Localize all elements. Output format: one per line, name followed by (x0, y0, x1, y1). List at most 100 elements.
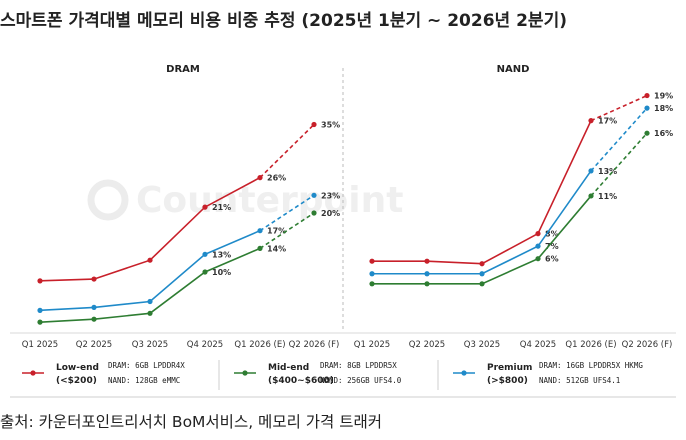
data-point (588, 168, 594, 174)
data-point (202, 269, 208, 275)
series-mid: 6% 11% 16% (369, 129, 673, 287)
data-label: 14% (267, 244, 286, 253)
watermark: Counterpoint (87, 179, 403, 221)
legend-item-low: Low-end (<$200) DRAM: 6GB LPDDR4X NAND: 128… (22, 361, 185, 386)
data-label: 10% (212, 268, 231, 277)
x-tick-label: Q2 2025 (409, 340, 445, 350)
data-point (535, 231, 541, 237)
data-point (588, 193, 594, 199)
legend-nand-spec: NAND: 512GB UFS4.1 (539, 376, 620, 385)
data-point (37, 319, 43, 325)
data-label: 16% (654, 129, 673, 138)
data-point (424, 271, 430, 277)
legend-label: Premium (487, 363, 532, 373)
data-label: 19% (654, 92, 673, 101)
x-tick-label: Q1 2026 (E) (565, 340, 616, 350)
page-title: 스마트폰 가격대별 메모리 비용 비중 추정 (2025년 1분기 ~ 2026… (0, 11, 567, 31)
series-line-solid (372, 195, 592, 285)
panel-title: NAND (497, 64, 530, 75)
series-line-forecast (590, 107, 648, 172)
data-point (535, 243, 541, 249)
x-tick-label: Q4 2025 (187, 340, 223, 350)
data-point (91, 304, 97, 310)
panel-nand: NAND Q1 2025 Q2 2025 Q3 2025 Q4 2025 Q1 2026 … (354, 64, 673, 350)
data-point (369, 281, 375, 287)
source-note: 출처: 카운터포인트리서치 BoM서비스, 메모리 가격 트래커 (0, 413, 382, 431)
data-point (147, 257, 153, 263)
data-label: 35% (321, 121, 340, 130)
data-point (257, 175, 263, 181)
data-point (91, 316, 97, 322)
data-point (588, 118, 594, 124)
legend-price-range: ($400~$600) (268, 376, 334, 386)
data-point (644, 105, 650, 111)
series-low: 21% 26% 35% (37, 121, 340, 284)
legend-dram-spec: DRAM: 6GB LPDDR4X (108, 361, 185, 370)
data-label: 8% (545, 230, 559, 239)
legend: Low-end (<$200) DRAM: 6GB LPDDR4X NAND: 128… (10, 360, 676, 398)
legend-price-range: (<$200) (56, 376, 97, 386)
watermark-logo-icon (87, 179, 129, 221)
data-point (644, 130, 650, 136)
data-label: 13% (598, 167, 617, 176)
data-point (369, 258, 375, 264)
data-label: 21% (212, 203, 231, 212)
data-label: 7% (545, 242, 559, 251)
panel-dram: DRAM Q1 2025 Q2 2025 Q3 2025 Q4 2025 Q1 2026 … (22, 64, 340, 350)
legend-nand-spec: NAND: 128GB eMMC (108, 376, 180, 385)
series-line-forecast (259, 212, 315, 250)
x-tick-label: Q2 2025 (76, 340, 112, 350)
x-tick-label: Q2 2026 (F) (622, 340, 673, 350)
data-point (202, 251, 208, 257)
series-premium: 7% 13% 18% (369, 104, 673, 277)
legend-price-range: (>$800) (487, 376, 528, 386)
series-line-forecast (259, 194, 315, 232)
legend-item-mid: Mid-end ($400~$600) DRAM: 8GB LPDDR5X NAND:… (234, 361, 402, 386)
data-point (37, 307, 43, 313)
panel-title: DRAM (166, 64, 200, 75)
data-label: 13% (212, 250, 231, 259)
x-tick-label: Q1 2025 (354, 340, 390, 350)
data-label: 23% (321, 191, 340, 200)
series-low: 8% 17% 19% (369, 92, 673, 267)
data-point (202, 204, 208, 210)
x-tick-label: Q4 2025 (520, 340, 556, 350)
watermark-text: Counterpoint (136, 180, 403, 221)
series-premium: 13% 17% 23% (37, 191, 340, 313)
data-label: 17% (267, 227, 286, 236)
data-point (311, 192, 317, 198)
legend-swatch-marker (30, 370, 36, 376)
data-point (479, 271, 485, 277)
data-point (91, 276, 97, 282)
data-label: 6% (545, 255, 559, 264)
series-mid: 10% 14% 20% (37, 209, 340, 325)
x-tick-label: Q1 2025 (22, 340, 58, 350)
legend-label: Mid-end (268, 363, 309, 373)
data-point (535, 256, 541, 262)
data-label: 17% (598, 117, 617, 126)
data-point (424, 258, 430, 264)
data-point (479, 261, 485, 267)
data-label: 26% (267, 174, 286, 183)
data-point (257, 228, 263, 234)
legend-swatch-marker (242, 370, 248, 376)
series-line-forecast (590, 94, 648, 122)
legend-nand-spec: NAND: 256GB UFS4.0 (320, 376, 402, 385)
x-tick-label: Q3 2025 (132, 340, 168, 350)
x-tick-label: Q3 2025 (464, 340, 500, 350)
data-point (311, 121, 317, 128)
data-label: 18% (654, 104, 673, 113)
data-point (147, 310, 153, 316)
data-point (424, 281, 430, 287)
data-point (369, 271, 375, 277)
x-tick-label: Q2 2026 (F) (289, 340, 340, 350)
data-label: 11% (598, 192, 617, 201)
legend-item-premium: Premium (>$800) DRAM: 16GB LPDDR5X HKMG NAN… (453, 361, 643, 386)
data-point (479, 281, 485, 287)
series-line-forecast (590, 132, 648, 197)
chart-canvas: Counterpoint DRAM Q1 2025 Q2 2025 Q3 2025 Q4… (10, 64, 676, 398)
data-label: 20% (321, 209, 340, 218)
data-point (257, 245, 263, 251)
data-point (644, 92, 650, 99)
legend-label: Low-end (56, 363, 99, 373)
